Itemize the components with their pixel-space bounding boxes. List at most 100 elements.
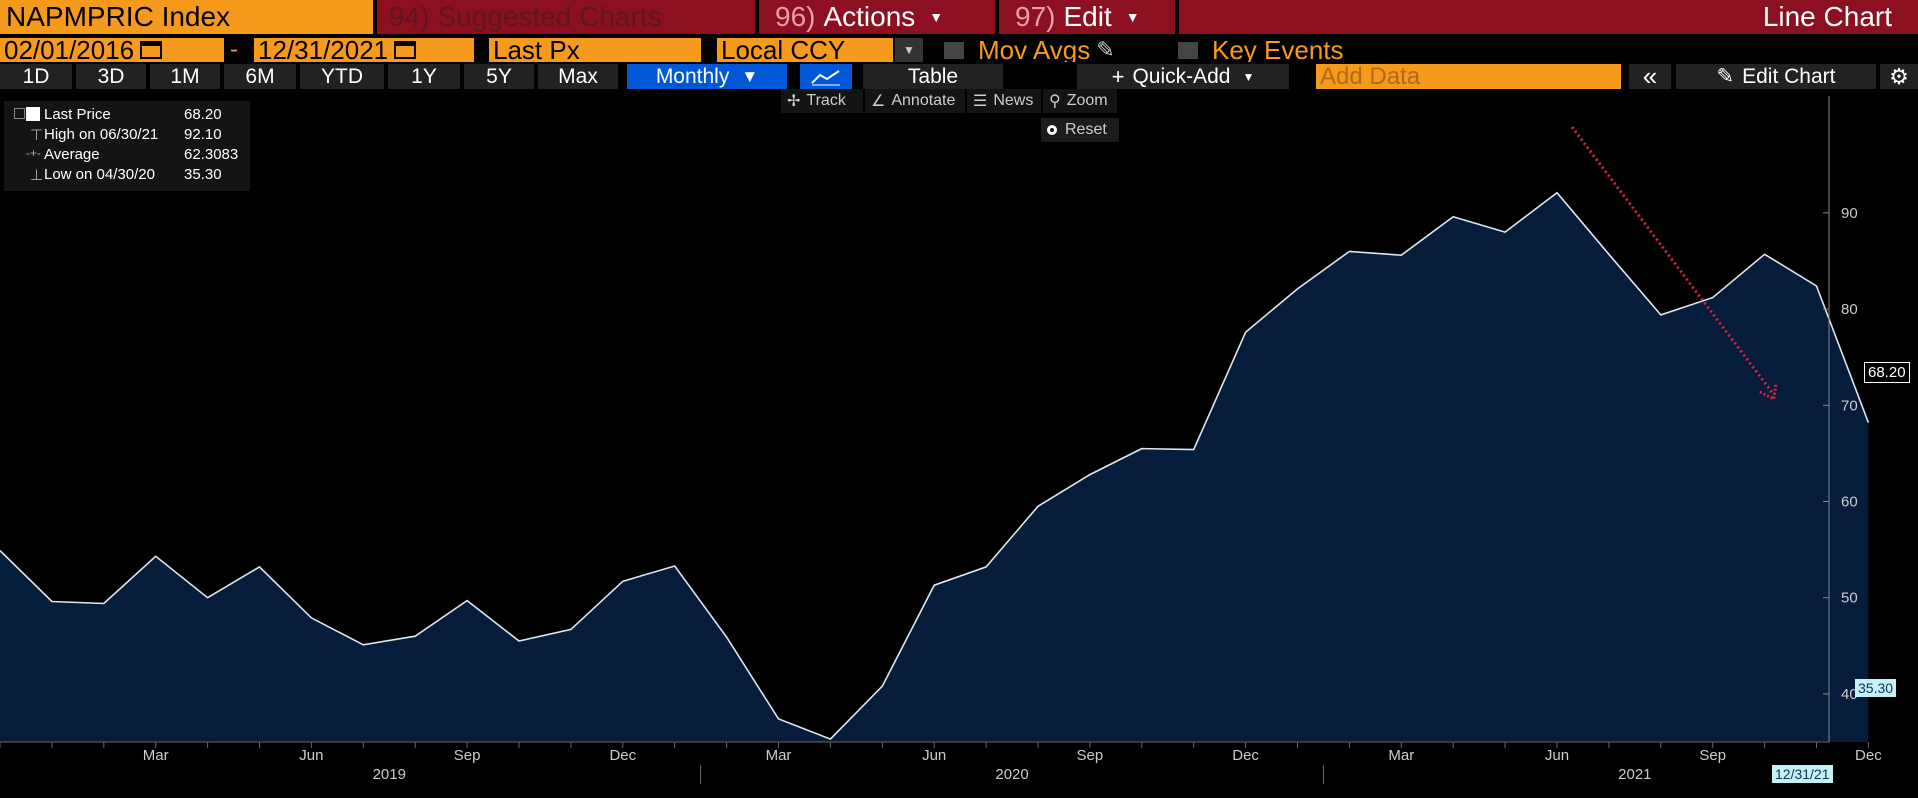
last-price-tag-text: 68.20 — [1868, 364, 1906, 381]
currency-selector[interactable]: Local CCY — [717, 35, 893, 65]
period-1d-button[interactable]: 1D — [0, 64, 72, 89]
legend-avg-value: 62.3083 — [184, 146, 239, 163]
currency-text: Local CCY — [721, 34, 846, 65]
actions-label: Actions — [823, 1, 916, 32]
period-label: 6M — [245, 64, 275, 88]
magnifier-icon: ⚲ — [1049, 93, 1061, 110]
low-price-tag: 35.30 — [1855, 679, 1897, 697]
collapse-button[interactable]: « — [1629, 61, 1671, 91]
period-5y-button[interactable]: 5Y — [464, 64, 534, 89]
gear-icon: ⚙ — [1889, 63, 1909, 89]
table-view-button[interactable]: Table — [863, 64, 1003, 89]
average-marker-icon: -+- — [26, 146, 41, 160]
x-tick-label: Sep — [1077, 747, 1104, 764]
mov-avgs-toggle[interactable]: Mov Avgs ✎ — [944, 35, 1144, 65]
x-year-label: 2020 — [995, 766, 1028, 783]
date-separator: - — [230, 36, 250, 63]
calendar-icon[interactable] — [394, 41, 417, 59]
start-date-text: 02/01/2016 — [4, 34, 135, 65]
line-chart-view-button[interactable] — [800, 64, 852, 89]
field-text: Last Px — [493, 34, 580, 65]
add-data-input[interactable]: Add Data — [1316, 63, 1621, 90]
x-tick-label: Jun — [1545, 747, 1569, 764]
x-tick-label: Sep — [454, 747, 481, 764]
y-tick-label: 50 — [1841, 590, 1858, 607]
edit-chart-button[interactable]: ✎ Edit Chart — [1676, 64, 1876, 89]
end-date-text: 12/31/2021 — [258, 34, 389, 65]
x-year-label: 2021 — [1618, 766, 1651, 783]
period-label: YTD — [321, 64, 363, 88]
zoom-tool[interactable]: ⚲ Zoom — [1043, 89, 1117, 113]
edit-button[interactable]: 97) Edit ▼ — [999, 0, 1175, 34]
x-tick-label: Sep — [1699, 747, 1726, 764]
chart-canvas[interactable]: 40 50 60 70 80 90 Mar Jun Sep Dec Mar Jun Sep Dec Mar… — [0, 90, 1918, 798]
x-tick-label: Mar — [143, 747, 169, 764]
start-date-field[interactable]: 02/01/2016 — [0, 35, 224, 65]
legend-high-label: High on 06/30/21 — [44, 126, 159, 143]
chart-type-bar: Line Chart — [1179, 0, 1918, 34]
end-date-field[interactable]: 12/31/2021 — [254, 35, 474, 65]
x-tick-label: Mar — [1388, 747, 1414, 764]
annotation-arrow[interactable] — [1570, 126, 1776, 396]
legend-panel: Last Price 68.20 ⊤ High on 06/30/21 92.1… — [4, 101, 250, 191]
frequency-dropdown[interactable]: Monthly ▼ — [627, 64, 787, 89]
period-bar: 1D 3D 1M 6M YTD 1Y 5Y Max Monthly ▼ Table… — [0, 61, 1918, 91]
quick-add-button[interactable]: + Quick-Add ▼ — [1077, 64, 1289, 89]
crosshair-icon: ✢ — [787, 93, 801, 110]
pencil-icon: ✎ — [1716, 65, 1735, 88]
table-label: Table — [907, 64, 959, 88]
legend-low-label: Low on 04/30/20 — [44, 166, 155, 183]
x-tick-label: Dec — [609, 747, 636, 764]
actions-num: 96) — [775, 1, 816, 32]
period-ytd-button[interactable]: YTD — [300, 64, 384, 89]
period-1m-button[interactable]: 1M — [150, 64, 220, 89]
x-tick-label: Jun — [922, 747, 946, 764]
arrow-head — [1759, 382, 1778, 402]
checkbox-icon[interactable] — [944, 41, 964, 59]
annotate-tool[interactable]: ∠ Annotate — [865, 89, 965, 113]
end-date-tag-text: 12/31/21 — [1775, 766, 1830, 782]
actions-button[interactable]: 96) Actions ▼ — [759, 0, 995, 34]
legend-low-value: 35.30 — [184, 166, 222, 183]
legend-last-label: Last Price — [44, 106, 111, 123]
date-sep-text: - — [230, 36, 238, 63]
key-events-toggle[interactable]: Key Events — [1178, 35, 1418, 65]
settings-button[interactable]: ⚙ — [1880, 64, 1918, 89]
end-date-tag: 12/31/21 — [1772, 765, 1833, 783]
period-label: 5Y — [486, 64, 512, 88]
zoom-label: Zoom — [1066, 92, 1108, 109]
currency-dropdown-button[interactable]: ▼ — [895, 38, 923, 62]
period-label: Max — [558, 64, 598, 88]
period-1y-button[interactable]: 1Y — [388, 64, 460, 89]
news-label: News — [993, 92, 1034, 109]
calendar-icon[interactable] — [140, 41, 163, 59]
checkbox-icon[interactable] — [1178, 41, 1198, 59]
annotate-icon: ∠ — [871, 93, 886, 110]
title-bar: NAPMPRIC Index 94) Suggested Charts 96) Ac… — [0, 0, 1918, 34]
annotate-label: Annotate — [891, 92, 956, 109]
edit-num: 97) — [1015, 1, 1056, 32]
period-6m-button[interactable]: 6M — [224, 64, 296, 89]
triangle-down-icon: ▼ — [741, 66, 759, 86]
collapse-icon[interactable] — [14, 108, 25, 119]
news-icon: ☰ — [973, 93, 988, 110]
period-3d-button[interactable]: 3D — [76, 64, 146, 89]
ticker-field[interactable]: NAPMPRIC Index — [0, 0, 373, 34]
chevron-down-icon: ▼ — [929, 9, 944, 25]
series-line — [0, 191, 1870, 741]
news-tool[interactable]: ☰ News — [967, 89, 1041, 113]
series-swatch — [26, 107, 40, 121]
period-label: 1Y — [411, 64, 437, 88]
suggested-charts-button[interactable]: 94) Suggested Charts — [377, 0, 755, 34]
legend-avg-label: Average — [44, 146, 100, 163]
reset-tool[interactable]: Reset — [1041, 118, 1119, 142]
period-max-button[interactable]: Max — [538, 64, 618, 89]
x-tick-label: Jun — [299, 747, 323, 764]
suggested-num: 94) — [389, 1, 430, 32]
field-selector[interactable]: Last Px — [489, 35, 701, 65]
chevron-down-icon: ▼ — [1125, 9, 1140, 25]
pencil-icon[interactable]: ✎ — [1096, 37, 1115, 62]
track-tool[interactable]: ✢ Track — [781, 89, 863, 113]
legend-last-value: 68.20 — [184, 106, 222, 123]
y-tick-label: 60 — [1841, 494, 1858, 511]
